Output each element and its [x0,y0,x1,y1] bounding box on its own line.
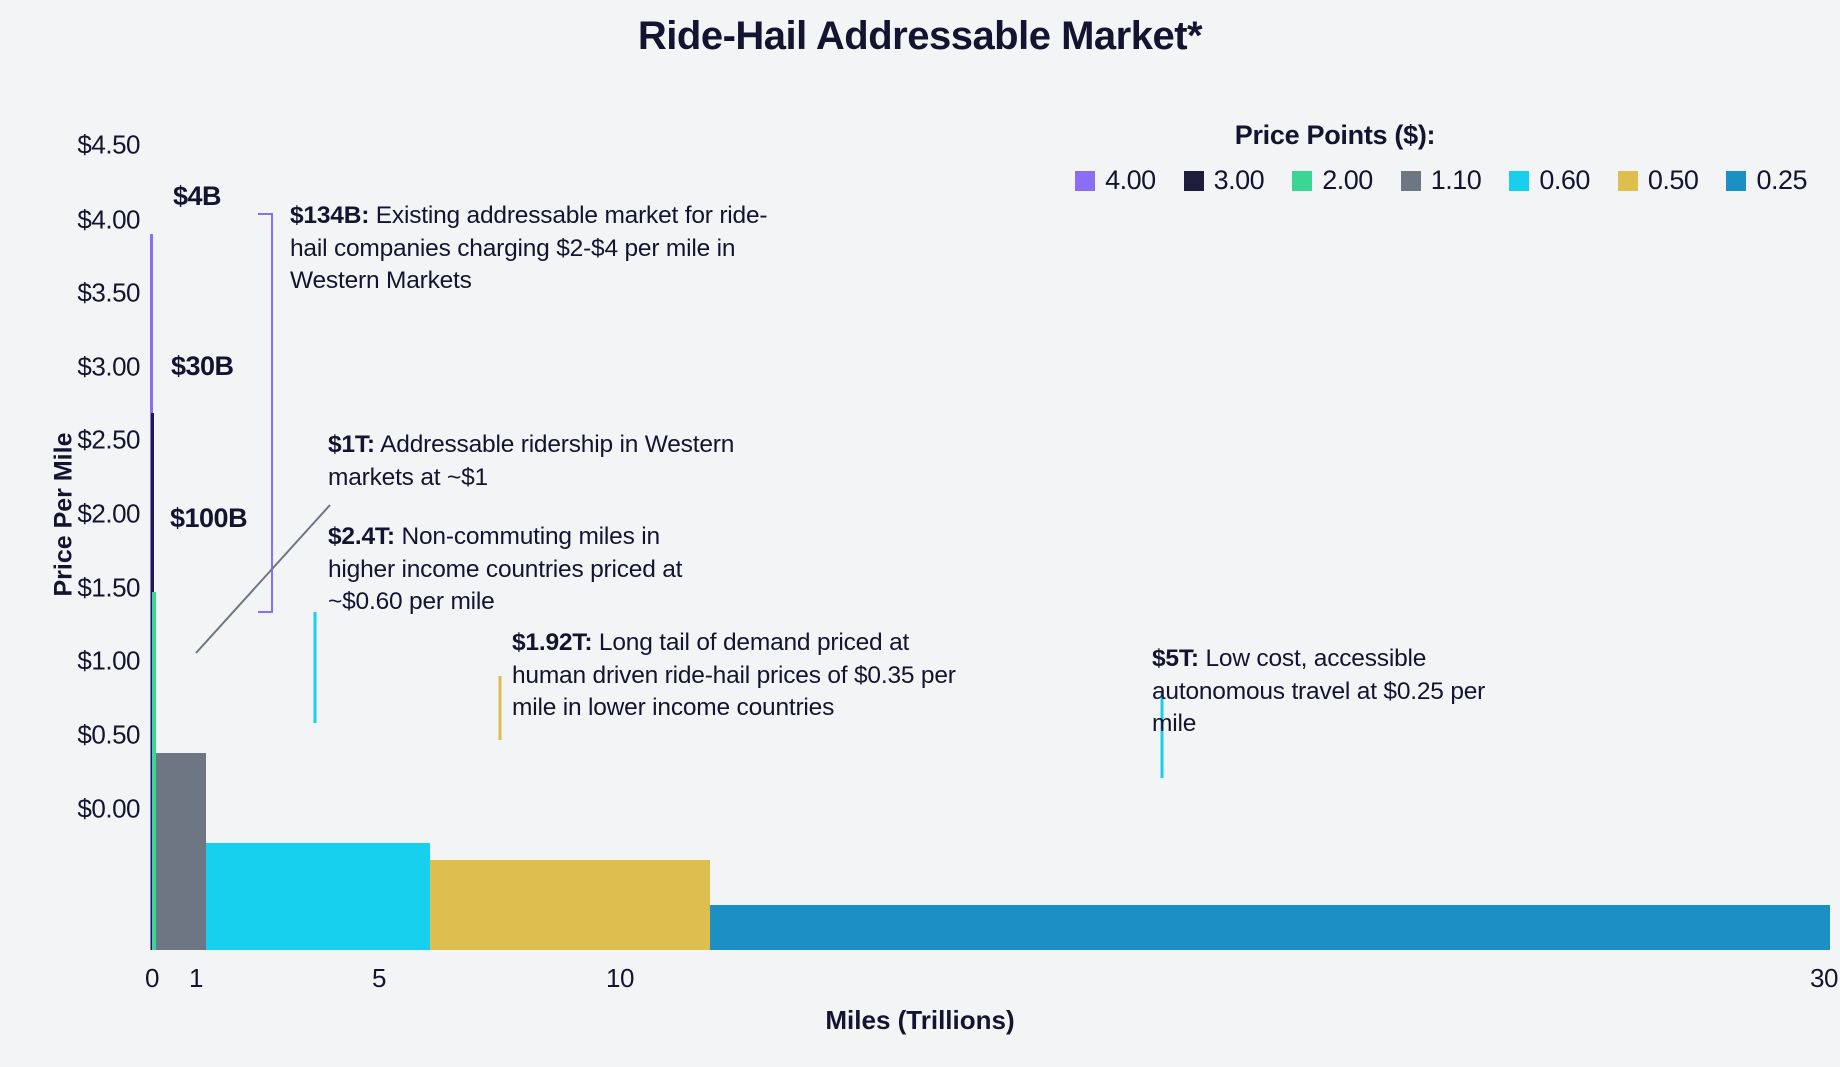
annotation-192t-lead: $1.92T: [512,629,593,656]
bar-price-0-50[interactable] [430,860,710,950]
legend-item-0-25[interactable]: 0.25 [1726,165,1807,196]
legend-item-3-00[interactable]: 3.00 [1183,165,1265,196]
x-tick-label: 5 [372,963,386,993]
legend-title: Price Points ($): [1234,120,1436,150]
bar-price-0-60[interactable] [206,843,430,950]
legend-item-label: 4.00 [1105,165,1156,195]
legend-item-0-60[interactable]: 0.60 [1509,165,1590,196]
x-axis-title: Miles (Trillions) [825,1005,1015,1035]
y-tick-label: $1.00 [77,645,140,676]
legend: Price Points ($): 4.00 3.00 2.00 1.10 0.… [855,120,1815,196]
annotation-24t-lead: $2.4T: [328,523,395,550]
y-tick-label: $2.50 [77,424,140,455]
legend-item-label: 2.00 [1322,165,1373,195]
bar-price-2-00[interactable] [152,592,156,950]
y-tick-label: $0.00 [77,793,140,824]
legend-item-label: 0.25 [1756,165,1807,195]
legend-item-0-50[interactable]: 0.50 [1617,165,1699,196]
annotation-24t-body: Non-commuting miles in higher income cou… [328,523,683,616]
y-tick-label: $1.50 [77,572,140,603]
annotation-1t-lead: $1T: [328,431,375,458]
x-tick-label: 0 [145,963,159,993]
annotation-5t-lead: $5T: [1152,645,1199,672]
bar-price-1-10[interactable] [156,753,206,950]
y-tick-label: $2.00 [77,498,140,529]
y-tick-label: $0.50 [77,719,140,750]
annotation-5t: $5T: Low cost, accessible autonomous tra… [1152,643,1502,741]
chart-title: Ride-Hail Addressable Market* [637,14,1203,58]
y-tick-label: $3.00 [77,351,140,382]
legend-item-1-10[interactable]: 1.10 [1400,165,1482,196]
value-label-4b: $4B [173,181,222,211]
legend-swatch-icon [1509,170,1530,191]
legend-item-label: 0.60 [1539,165,1590,195]
bar-price-0-25[interactable] [710,905,1830,950]
annotation-192t-body: Long tail of demand priced at human driv… [512,629,956,722]
x-tick-label: 30 [1810,963,1838,993]
legend-items: 4.00 3.00 2.00 1.10 0.60 0.50 [855,165,1815,196]
legend-swatch-icon [1726,170,1747,191]
y-axis-ticks: $4.50 $4.00 $3.50 $3.00 $2.50 $2.00 $1.5… [0,0,140,1067]
annotation-134b-lead: $134B: [290,202,370,229]
annotation-1t: $1T: Addressable ridership in Western ma… [328,429,798,494]
annotation-192t: $1.92T: Long tail of demand priced at hu… [512,627,982,725]
legend-item-4-00[interactable]: 4.00 [1075,165,1156,196]
legend-item-label: 3.00 [1213,165,1265,195]
legend-swatch-icon [1183,170,1204,191]
x-tick-label: 1 [189,963,203,993]
legend-swatch-icon [1292,170,1313,191]
value-label-100b: $100B [170,503,248,533]
annotation-1t-body: Addressable ridership in Western markets… [328,431,735,491]
legend-swatch-icon [1075,170,1096,191]
y-tick-label: $3.50 [77,277,140,308]
legend-item-label: 1.10 [1430,165,1482,195]
legend-swatch-icon [1617,170,1638,191]
annotation-134b: $134B: Existing addressable market for r… [290,200,790,298]
y-tick-label: $4.50 [77,129,140,160]
legend-item-2-00[interactable]: 2.00 [1292,165,1373,196]
annotation-134b-body: Existing addressable market for ride-hai… [290,202,768,295]
y-tick-label: $4.00 [77,204,140,235]
annotation-5t-body: Low cost, accessible autonomous travel a… [1152,645,1486,738]
value-label-30b: $30B [171,351,234,381]
annotation-24t: $2.4T: Non-commuting miles in higher inc… [328,521,728,619]
x-tick-label: 10 [606,963,634,993]
legend-swatch-icon [1400,170,1421,191]
plot-area [150,145,1830,950]
legend-item-label: 0.50 [1647,165,1699,195]
